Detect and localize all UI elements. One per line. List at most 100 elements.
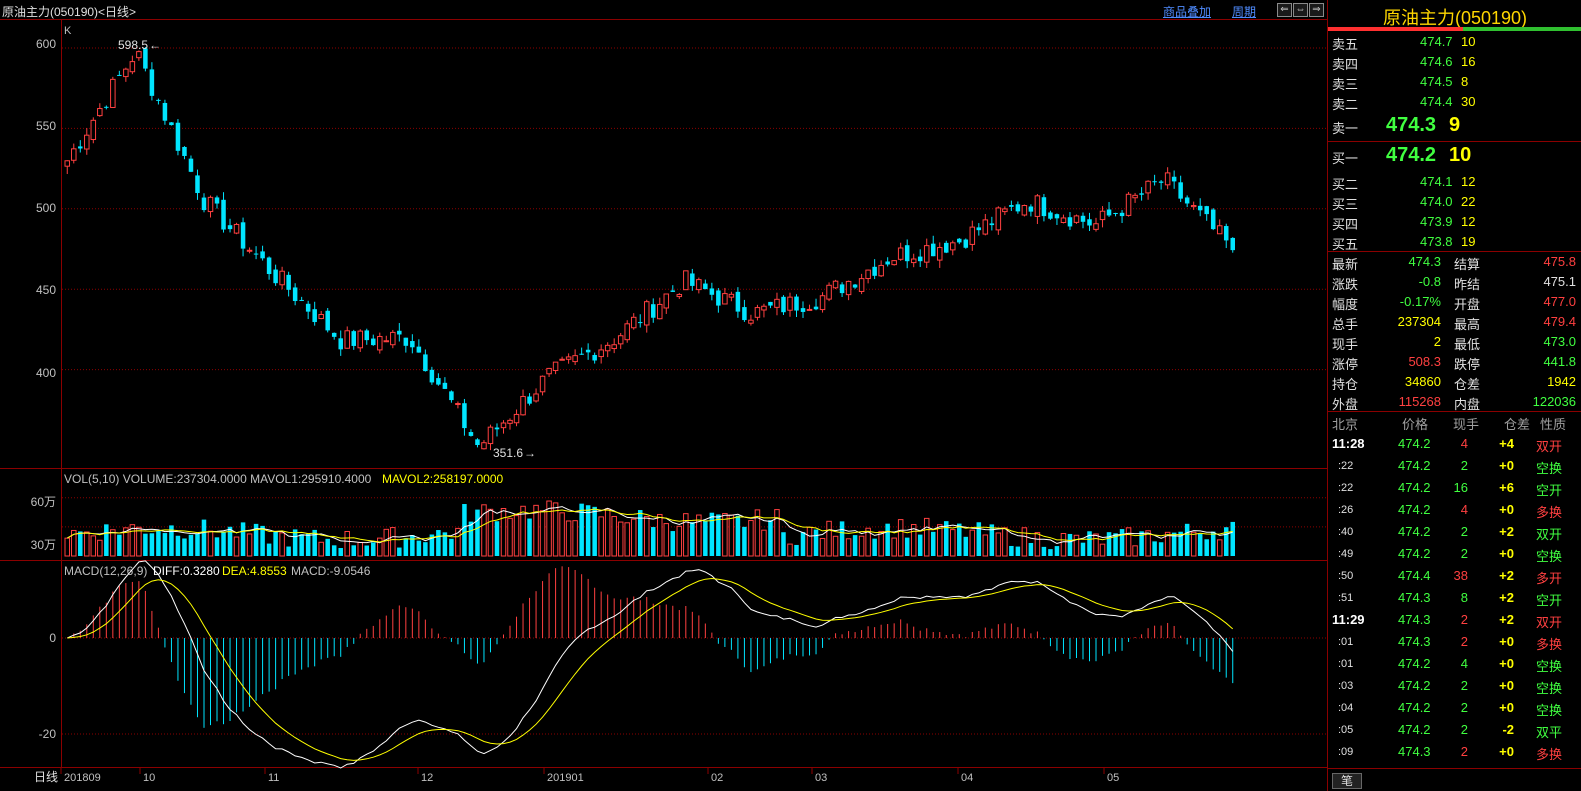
chart-svg[interactable]: K 600 550 500 450 400 598.5 ← 351.6 → VO… <box>0 0 1327 791</box>
tick-nature: 空换 <box>1536 703 1563 718</box>
stat-label: 跌停 <box>1454 357 1481 372</box>
candle-body-down <box>338 338 343 350</box>
volume-legend: VOL(5,10) VOLUME:237304.0000 MAVOL1:2959… <box>64 472 372 486</box>
tick-row[interactable]: :49 474.2 2 +0 空换 <box>1328 544 1581 564</box>
tick-tab[interactable]: 笔 <box>1332 773 1362 789</box>
volume-bar-down <box>1171 532 1177 556</box>
tick-row[interactable]: :22 474.2 2 +0 空换 <box>1328 456 1581 476</box>
candle-body-up <box>110 78 116 108</box>
candle-body-down <box>839 284 845 294</box>
bid-label: 买一 <box>1332 151 1359 166</box>
volume-bar-down <box>410 535 415 556</box>
volume-bar-down <box>813 529 819 556</box>
volume-bar-down <box>781 532 786 556</box>
candle-body-up <box>123 68 129 78</box>
candle-body-up <box>507 419 513 424</box>
stat-value: 237304 <box>1397 314 1441 329</box>
separator <box>1328 251 1581 252</box>
candle-body-up <box>1034 195 1041 217</box>
volume-bar-down <box>292 529 298 556</box>
candle-body-down <box>299 299 304 301</box>
volume-bar-up <box>383 528 390 557</box>
tick-oi-change: +6 <box>1499 480 1514 495</box>
tick-row[interactable]: :03 474.2 2 +0 空换 <box>1328 676 1581 696</box>
volume-bar-down <box>221 531 226 556</box>
nav-left-button[interactable]: ⇐ <box>1277 3 1292 17</box>
tick-oi-change: +0 <box>1499 744 1514 759</box>
candle-body-down <box>188 158 194 172</box>
x-axis-label: 04 <box>961 772 973 784</box>
candle-body-down <box>162 102 168 121</box>
tick-oi-change: +0 <box>1499 502 1514 517</box>
tick-time: :26 <box>1338 504 1354 516</box>
volume-bar-up <box>136 526 142 557</box>
candle-body-up <box>357 330 364 349</box>
tick-row[interactable]: :51 474.3 8 +2 空开 <box>1328 588 1581 608</box>
ask-volume: 30 <box>1461 94 1476 109</box>
volume-bar-up <box>604 508 611 557</box>
bid-volume: 10 <box>1449 144 1472 166</box>
tick-nature: 双开 <box>1536 527 1563 542</box>
candle-body-down <box>637 322 643 324</box>
bid-row: 买一 474.2 10 <box>1328 144 1581 170</box>
tick-time: 11:29 <box>1332 612 1365 627</box>
candle-body-down <box>175 122 181 151</box>
volume-bar-up <box>683 513 689 557</box>
tick-row[interactable]: :40 474.2 2 +2 双开 <box>1328 522 1581 542</box>
tick-row[interactable]: :01 474.3 2 +0 多换 <box>1328 632 1581 652</box>
candle-body-down <box>527 396 532 404</box>
tick-row[interactable]: :01 474.2 4 +0 空换 <box>1328 654 1581 674</box>
tick-row[interactable]: :04 474.2 2 +0 空换 <box>1328 698 1581 718</box>
nav-right-button[interactable]: ⇒ <box>1309 3 1324 17</box>
volume-bar-down <box>585 505 591 556</box>
period-link[interactable]: 周期 <box>1232 5 1257 19</box>
tick-header-cell: 仓差 <box>1504 417 1531 432</box>
volume-bar-down <box>338 548 343 556</box>
tick-row[interactable]: :05 474.2 2 -2 双平 <box>1328 720 1581 740</box>
candle-body-up <box>617 335 624 345</box>
nav-center-button[interactable]: ⇔ <box>1293 3 1308 17</box>
candle-body-up <box>858 278 865 292</box>
candle-body-up <box>377 336 383 351</box>
candle-body-down <box>475 439 480 446</box>
candle-body-down <box>1139 193 1144 195</box>
candle-body-up <box>865 269 871 280</box>
volume-bar-down <box>1054 546 1060 556</box>
candle-body-down <box>1184 197 1190 204</box>
candle-body-down <box>1210 209 1216 230</box>
candle-body-up <box>233 223 240 234</box>
candle-body-down <box>364 330 370 341</box>
price-grid <box>62 47 1327 371</box>
bid-label: 买四 <box>1332 217 1359 232</box>
volume-bar-down <box>839 521 845 556</box>
tick-time: :51 <box>1338 592 1354 604</box>
volume-y-tick: 60万 <box>31 495 56 509</box>
tick-row[interactable]: 11:29 474.3 2 +2 双开 <box>1328 610 1581 630</box>
tick-volume: 2 <box>1460 634 1468 649</box>
tick-time: :09 <box>1338 746 1354 758</box>
candle-body-up <box>487 426 494 445</box>
tick-row[interactable]: :22 474.2 16 +6 空开 <box>1328 478 1581 498</box>
volume-bar-up <box>819 537 826 557</box>
candle-body-up <box>598 349 604 358</box>
tick-row[interactable]: 11:28 474.2 4 +4 双开 <box>1328 434 1581 454</box>
stat-label: 结算 <box>1454 257 1481 272</box>
volume-bar-up <box>1034 532 1041 557</box>
bid-label: 买二 <box>1332 177 1359 192</box>
volume-bar-up <box>858 535 865 557</box>
tick-row[interactable]: :09 474.3 2 +0 多换 <box>1328 742 1581 762</box>
volume-bar-down <box>716 514 721 556</box>
tick-row[interactable]: :26 474.2 4 +0 多换 <box>1328 500 1581 520</box>
candle-body-down <box>709 288 715 295</box>
candle-body-up <box>774 298 780 308</box>
tick-volume: 2 <box>1460 678 1468 693</box>
volume-bar-down <box>475 509 480 556</box>
overlay-link[interactable]: 商品叠加 <box>1163 5 1212 19</box>
volume-bar-down <box>1204 539 1209 556</box>
volume-bar-down <box>1015 546 1021 556</box>
tick-row[interactable]: :50 474.4 38 +2 多开 <box>1328 566 1581 586</box>
volume-bar-up <box>611 516 617 557</box>
chart-area[interactable]: 原油主力(050190)<日线> 商品叠加 周期 ⇐ ⇔ ⇒ K 600 550… <box>0 0 1327 791</box>
candle-body-down <box>976 227 982 231</box>
stat-label: 开盘 <box>1454 297 1481 312</box>
